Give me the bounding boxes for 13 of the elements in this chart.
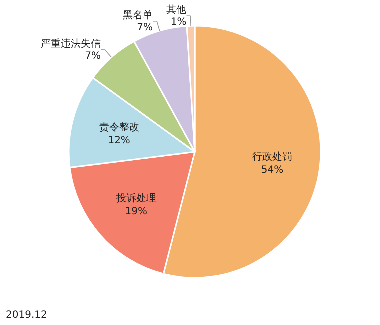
data-label: 1% bbox=[170, 17, 187, 28]
data-label: 7% bbox=[85, 50, 102, 62]
slice-label: 责令整改 bbox=[99, 122, 140, 134]
data-label: 19% bbox=[125, 206, 148, 218]
data-label: 7% bbox=[137, 22, 154, 34]
data-label: 54% bbox=[261, 164, 284, 176]
slice-label: 严重违法失信 bbox=[41, 38, 102, 50]
slice-label: 黑名单 bbox=[123, 9, 154, 22]
text: 2019.12 bbox=[6, 310, 48, 321]
slice-label: 投诉处理 bbox=[115, 192, 156, 205]
data-label: 12% bbox=[108, 136, 130, 147]
slice-label: 其他 bbox=[166, 4, 187, 16]
slice-label: 行政处罚 bbox=[252, 150, 293, 163]
